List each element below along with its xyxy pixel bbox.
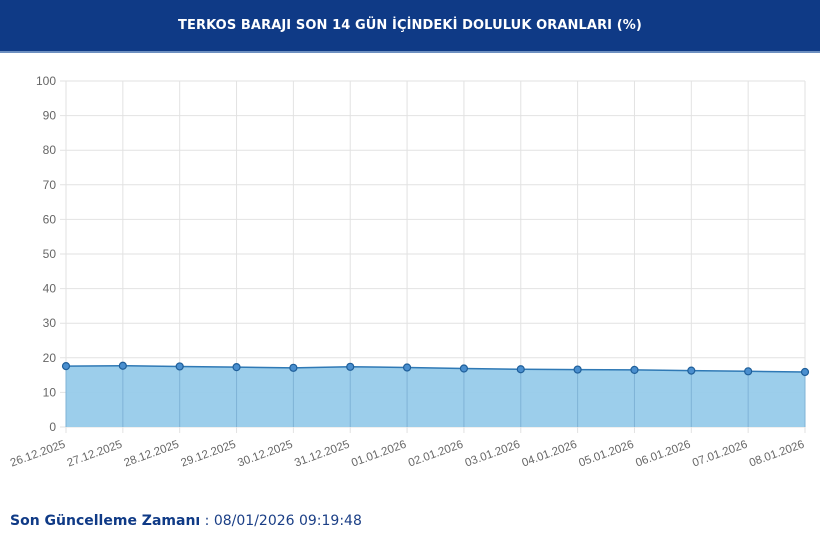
x-tick-label: 29.12.2025: [179, 439, 237, 470]
data-point: [61, 362, 71, 371]
data-point: [289, 363, 298, 372]
data-point: [800, 367, 810, 377]
x-tick-label: 05.01.2026: [577, 439, 635, 470]
x-tick-label: 30.12.2025: [236, 439, 294, 470]
last-update-label: Son Güncelleme Zamanı: [10, 513, 201, 529]
y-tick-label: 50: [43, 247, 57, 261]
x-tick-label: 02.01.2026: [407, 439, 465, 470]
data-point: [402, 363, 412, 372]
y-tick-label: 60: [43, 212, 57, 226]
chart-canvas: 0 10 20 30 40 50 60 70 80 90 100 26.12.202527.12.20…: [9, 74, 810, 470]
data-point: [630, 365, 639, 375]
data-point: [346, 362, 355, 371]
data-point: [459, 364, 469, 373]
x-tick-label: 06.01.2026: [634, 439, 692, 470]
x-tick-label: 03.01.2026: [464, 439, 522, 470]
last-update-value: 08/01/2026 09:19:48: [213, 513, 362, 529]
last-update-separator: :: [200, 513, 214, 529]
y-tick-label: 10: [43, 385, 57, 399]
y-tick-label: 20: [43, 351, 57, 365]
x-tick-label: 28.12.2025: [123, 439, 181, 470]
y-tick-label: 100: [36, 74, 56, 88]
x-tick-label: 01.01.2026: [350, 439, 408, 470]
fill-rate-chart: 0 10 20 30 40 50 60 70 80 90 100 26.12.2025 27.12.20…: [0, 53, 820, 493]
chart-title: TERKOS BARAJI SON 14 GÜN İÇİNDEKİ DOLULU…: [178, 18, 642, 33]
data-point: [516, 365, 525, 374]
y-tick-label: 30: [43, 316, 57, 330]
data-point: [175, 362, 184, 371]
x-tick-label: 08.01.2026: [748, 439, 806, 470]
x-tick-label: 26.12.2025: [9, 439, 67, 470]
x-tick-label: 04.01.2026: [520, 439, 578, 470]
data-point: [687, 366, 696, 375]
area-fill: [66, 365, 805, 427]
data-point: [744, 367, 753, 376]
series-line: [65, 365, 806, 373]
data-point: [118, 361, 127, 370]
last-update: Son Güncelleme Zamanı : 08/01/2026 09:19…: [10, 513, 362, 529]
x-tick-label: 27.12.2025: [66, 439, 124, 470]
y-tick-label: 40: [43, 282, 57, 296]
x-tick-label: 31.12.2025: [293, 439, 351, 470]
y-tick-label: 70: [43, 178, 57, 192]
page-header: TERKOS BARAJI SON 14 GÜN İÇİNDEKİ DOLULU…: [0, 0, 820, 53]
y-tick-label: 80: [43, 143, 57, 157]
x-tick-label: 07.01.2026: [691, 439, 749, 470]
y-tick-label: 0: [49, 420, 56, 434]
data-point: [573, 365, 582, 374]
y-tick-label: 90: [43, 109, 57, 123]
data-point: [232, 363, 241, 372]
